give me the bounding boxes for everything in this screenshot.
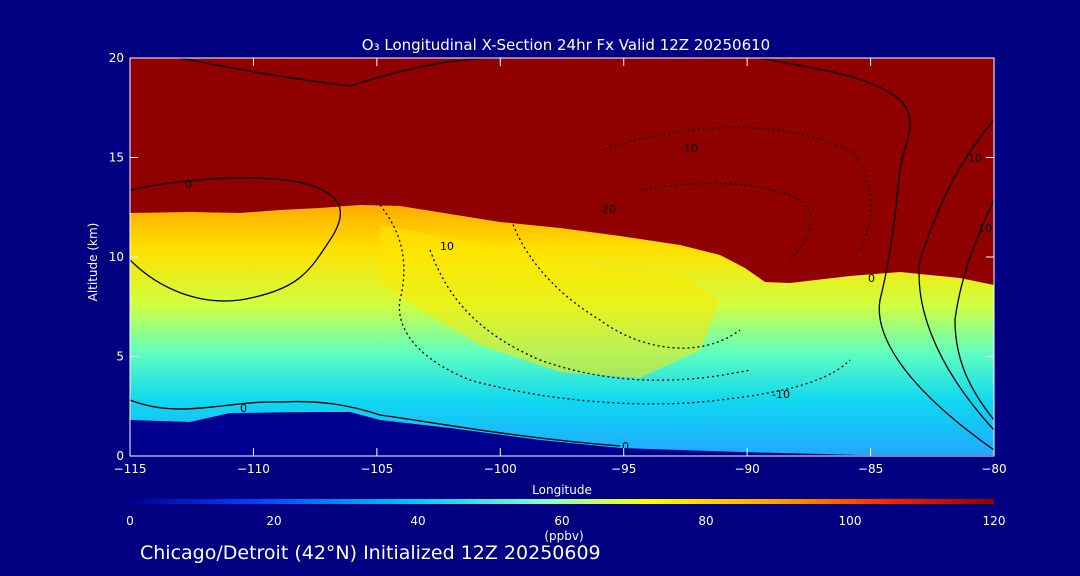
contour-lines bbox=[130, 58, 994, 451]
x-tick-label: −110 bbox=[237, 462, 270, 476]
contour-label: 10 bbox=[968, 152, 982, 165]
colorbar-tick-label: 120 bbox=[983, 514, 1006, 528]
colorbar-tick-label: 40 bbox=[410, 514, 425, 528]
x-tick-label: −100 bbox=[484, 462, 517, 476]
contour-label: 0 bbox=[868, 272, 875, 285]
y-tick-label: 0 bbox=[116, 449, 124, 463]
contour-label: 0 bbox=[240, 402, 247, 415]
y-tick-label: 20 bbox=[109, 51, 124, 65]
y-tick-label: 5 bbox=[116, 350, 124, 364]
x-tick-label: −95 bbox=[611, 462, 636, 476]
chart-title: O₃ Longitudinal X-Section 24hr Fx Valid … bbox=[362, 36, 770, 54]
colorbar-tick-label: 20 bbox=[266, 514, 281, 528]
contour-label: 0 bbox=[185, 178, 192, 191]
contour-label: 10 bbox=[440, 240, 454, 253]
colorbar-tick-label: 60 bbox=[554, 514, 569, 528]
y-axis: 0 5 10 15 20 bbox=[109, 51, 994, 463]
contour-label: -10 bbox=[772, 388, 790, 401]
contour-label-group: 0 0 0 10 -10 -20 -10 10 0 10 bbox=[185, 142, 992, 453]
x-axis: −115 −110 −105 −100 −95 −90 −85 −80 bbox=[114, 58, 1007, 476]
ozone-field: 0 0 0 10 -10 -20 -10 10 0 10 bbox=[130, 58, 994, 456]
contour-label: -10 bbox=[680, 142, 698, 155]
contour-label: -20 bbox=[598, 203, 616, 216]
colorbar-tick-label: 80 bbox=[698, 514, 713, 528]
x-axis-label: Longitude bbox=[532, 483, 592, 497]
colorbar bbox=[130, 499, 994, 504]
dotted-contours bbox=[379, 126, 872, 405]
x-tick-label: −105 bbox=[360, 462, 393, 476]
contour-label: 10 bbox=[978, 222, 992, 235]
y-tick-label: 10 bbox=[109, 250, 124, 264]
colorbar-label: (ppbv) bbox=[544, 529, 583, 543]
subtitle: Chicago/Detroit (42°N) Initialized 12Z 2… bbox=[140, 542, 601, 564]
x-tick-label: −80 bbox=[981, 462, 1006, 476]
x-tick-label: −85 bbox=[858, 462, 883, 476]
colorbar-tick-label: 100 bbox=[839, 514, 862, 528]
x-tick-label: −115 bbox=[114, 462, 147, 476]
colorbar-ticks: 0 20 40 60 80 100 120 bbox=[126, 514, 1005, 528]
stratosphere-region bbox=[130, 58, 994, 285]
y-axis-label: Altitude (km) bbox=[86, 223, 100, 302]
y-tick-label: 15 bbox=[109, 151, 124, 165]
surface-terrain bbox=[130, 412, 994, 456]
colorbar-tick-label: 0 bbox=[126, 514, 134, 528]
contour-label: 0 bbox=[622, 440, 629, 453]
x-tick-label: −90 bbox=[734, 462, 759, 476]
